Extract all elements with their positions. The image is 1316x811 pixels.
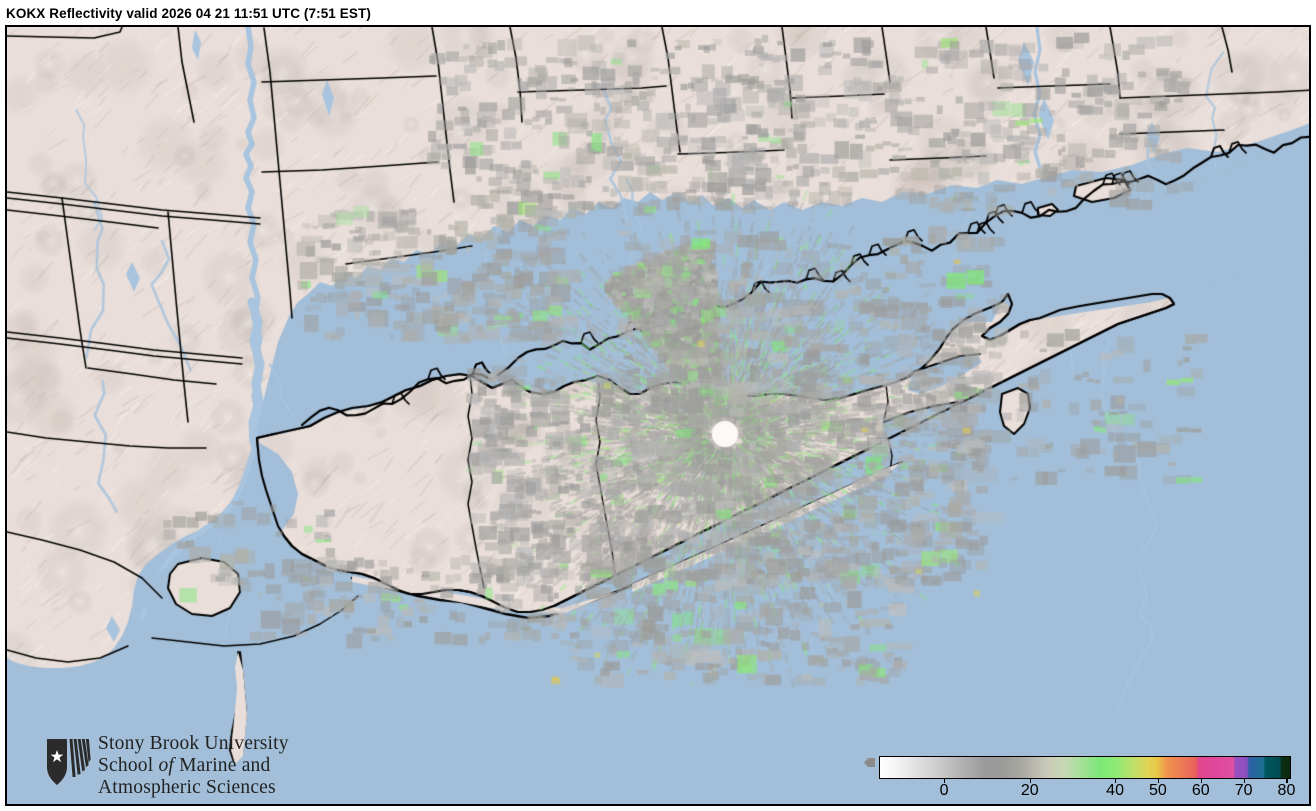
- colorbar-tick-mark: [1286, 779, 1288, 783]
- colorbar-tick-mark: [1157, 779, 1160, 783]
- colorbar-tick-label: 80: [1277, 782, 1296, 799]
- colorbar-gradient: [880, 757, 1290, 778]
- reflectivity-colorbar[interactable]: 0 20 40 50 60 70 80: [863, 751, 1295, 804]
- colorbar-tick-label: 40: [1106, 782, 1124, 799]
- colorbar-tick-axis: 0 20 40 50 60 70 80: [879, 779, 1295, 804]
- radar-reflectivity-overlay: [7, 27, 1309, 804]
- colorbar-tick-label: 60: [1191, 782, 1210, 799]
- colorbar-tick-label: 20: [1020, 782, 1039, 799]
- colorbar-tick-mark: [1243, 779, 1245, 783]
- page-title: KOKX Reflectivity valid 2026 04 21 11:51…: [6, 6, 371, 21]
- colorbar-tick-mark: [1115, 779, 1117, 783]
- colorbar-tick-label: 70: [1234, 782, 1253, 799]
- colorbar-tick-label: 0: [939, 782, 949, 799]
- map-viewport[interactable]: Stony Brook University School of Marine …: [5, 25, 1311, 806]
- colorbar-tick-label: 50: [1149, 782, 1167, 799]
- colorbar-tick-mark: [944, 779, 946, 783]
- colorbar-bar[interactable]: [879, 756, 1291, 779]
- colorbar-tick-mark: [1200, 779, 1203, 783]
- colorbar-tick-mark: [1029, 779, 1032, 783]
- colorbar-extend-min-marker: [864, 758, 875, 767]
